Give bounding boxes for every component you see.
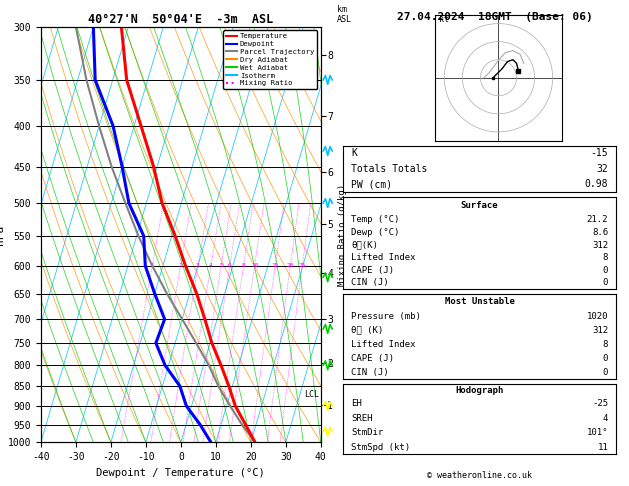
Text: 5: 5 (220, 263, 223, 268)
Text: LCL: LCL (304, 390, 319, 399)
Text: 25: 25 (299, 263, 306, 268)
Text: 312: 312 (592, 326, 608, 335)
Text: 8: 8 (603, 253, 608, 262)
Text: StmSpd (kt): StmSpd (kt) (351, 443, 410, 451)
Text: SREH: SREH (351, 414, 372, 423)
Text: 20: 20 (287, 263, 294, 268)
Text: StmDir: StmDir (351, 428, 383, 437)
Text: CIN (J): CIN (J) (351, 367, 389, 377)
Text: 32: 32 (596, 164, 608, 174)
Text: -25: -25 (592, 399, 608, 408)
Text: Dewp (°C): Dewp (°C) (351, 228, 399, 237)
Text: 3: 3 (196, 263, 200, 268)
Text: 8: 8 (242, 263, 245, 268)
Text: 0: 0 (603, 354, 608, 363)
Text: 4: 4 (209, 263, 213, 268)
Text: 4: 4 (603, 414, 608, 423)
Text: kt: kt (439, 15, 449, 24)
Text: 8: 8 (603, 340, 608, 349)
Text: Lifted Index: Lifted Index (351, 253, 416, 262)
Text: 11: 11 (598, 443, 608, 451)
X-axis label: Dewpoint / Temperature (°C): Dewpoint / Temperature (°C) (96, 468, 265, 478)
Text: CAPE (J): CAPE (J) (351, 354, 394, 363)
Text: Totals Totals: Totals Totals (351, 164, 427, 174)
Text: 0: 0 (603, 278, 608, 287)
Text: 0: 0 (603, 266, 608, 275)
Text: 6: 6 (228, 263, 231, 268)
Text: km
ASL: km ASL (337, 5, 352, 24)
Text: Most Unstable: Most Unstable (445, 297, 515, 306)
Text: 101°: 101° (587, 428, 608, 437)
Text: CAPE (J): CAPE (J) (351, 266, 394, 275)
Text: © weatheronline.co.uk: © weatheronline.co.uk (427, 471, 532, 480)
Text: 1020: 1020 (587, 312, 608, 321)
Text: Surface: Surface (461, 201, 498, 209)
Text: Lifted Index: Lifted Index (351, 340, 416, 349)
Text: 15: 15 (272, 263, 279, 268)
Text: 0.98: 0.98 (585, 179, 608, 189)
Y-axis label: hPa: hPa (0, 225, 5, 244)
Text: θᴄ(K): θᴄ(K) (351, 241, 378, 249)
Text: θᴄ (K): θᴄ (K) (351, 326, 383, 335)
Text: 21.2: 21.2 (587, 215, 608, 224)
Text: 2: 2 (179, 263, 182, 268)
Text: 27.04.2024  18GMT  (Base: 06): 27.04.2024 18GMT (Base: 06) (397, 12, 593, 22)
Text: CIN (J): CIN (J) (351, 278, 389, 287)
Title: 40°27'N  50°04'E  -3m  ASL: 40°27'N 50°04'E -3m ASL (88, 13, 274, 26)
Text: 8.6: 8.6 (592, 228, 608, 237)
Text: EH: EH (351, 399, 362, 408)
Legend: Temperature, Dewpoint, Parcel Trajectory, Dry Adiabat, Wet Adiabat, Isotherm, Mi: Temperature, Dewpoint, Parcel Trajectory… (223, 30, 317, 89)
Y-axis label: Mixing Ratio (g/kg): Mixing Ratio (g/kg) (338, 183, 347, 286)
Text: K: K (351, 149, 357, 158)
Text: Hodograph: Hodograph (455, 386, 504, 395)
Text: -15: -15 (591, 149, 608, 158)
Text: 0: 0 (603, 367, 608, 377)
Text: PW (cm): PW (cm) (351, 179, 392, 189)
Text: 1: 1 (150, 263, 154, 268)
Text: 10: 10 (251, 263, 259, 268)
Text: 312: 312 (592, 241, 608, 249)
Text: Temp (°C): Temp (°C) (351, 215, 399, 224)
Text: Pressure (mb): Pressure (mb) (351, 312, 421, 321)
